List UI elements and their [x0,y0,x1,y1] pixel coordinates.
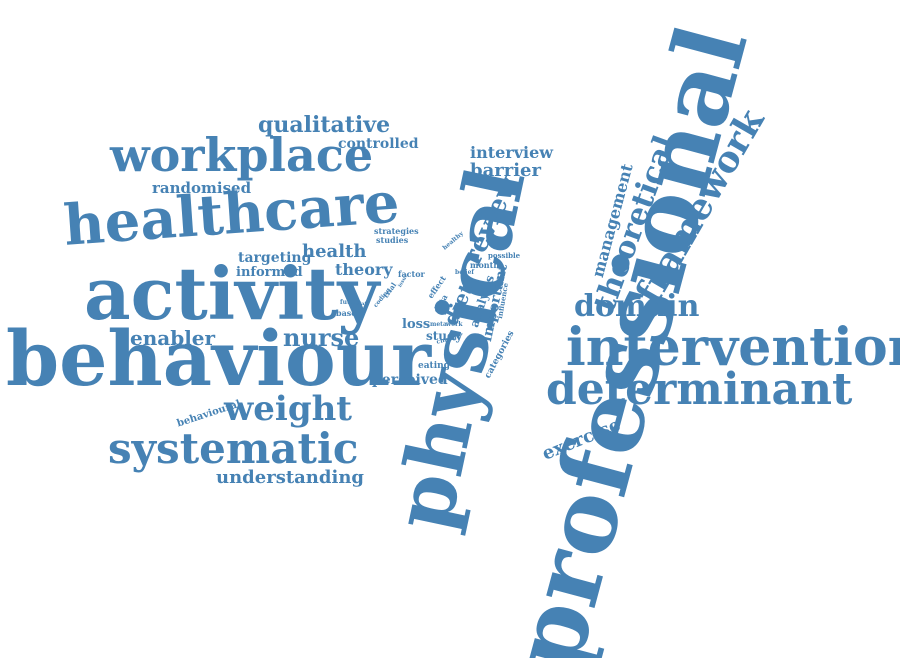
word-future: future [340,299,362,306]
word-qualitative: qualitative [258,112,391,138]
word-targeting: targeting [238,250,312,266]
word-randomised: randomised [152,179,252,197]
word-health: health [302,241,367,262]
word-month: month [470,260,500,270]
word-informed: informed [236,265,303,280]
word-systematic: systematic [108,424,359,473]
word-staff: staff [356,301,369,307]
word-determinant: determinant [546,364,853,415]
word-meta: meta [430,321,447,328]
word-weight: weight [224,389,353,429]
word-theory: theory [335,260,393,279]
word-studies: studies [376,235,409,245]
word-controlled: controlled [338,136,419,152]
word-intervention: intervention [566,317,900,378]
word-possible: possible [488,251,521,260]
word-domain: domain [574,289,700,324]
word-understanding: understanding [216,467,364,488]
word-study: study [426,329,463,343]
word-interview: interview [470,143,554,162]
word-activity: activity [84,251,380,336]
word-perceived: perceived [372,372,448,388]
word-belief: belief [455,269,474,276]
word-barrier: barrier [470,160,541,181]
word-factor: factor [398,269,425,279]
word-enabler: enabler [130,326,216,350]
word-strategies: strategies [374,226,419,236]
word-eating: eating [418,361,450,371]
word-loss: loss [402,317,431,332]
word-work: work [446,321,463,328]
word-based: based [336,308,362,318]
word-behaviour: behaviour [6,314,432,403]
word-nurse: nurse [283,323,360,352]
word-workplace: workplace [110,128,374,182]
